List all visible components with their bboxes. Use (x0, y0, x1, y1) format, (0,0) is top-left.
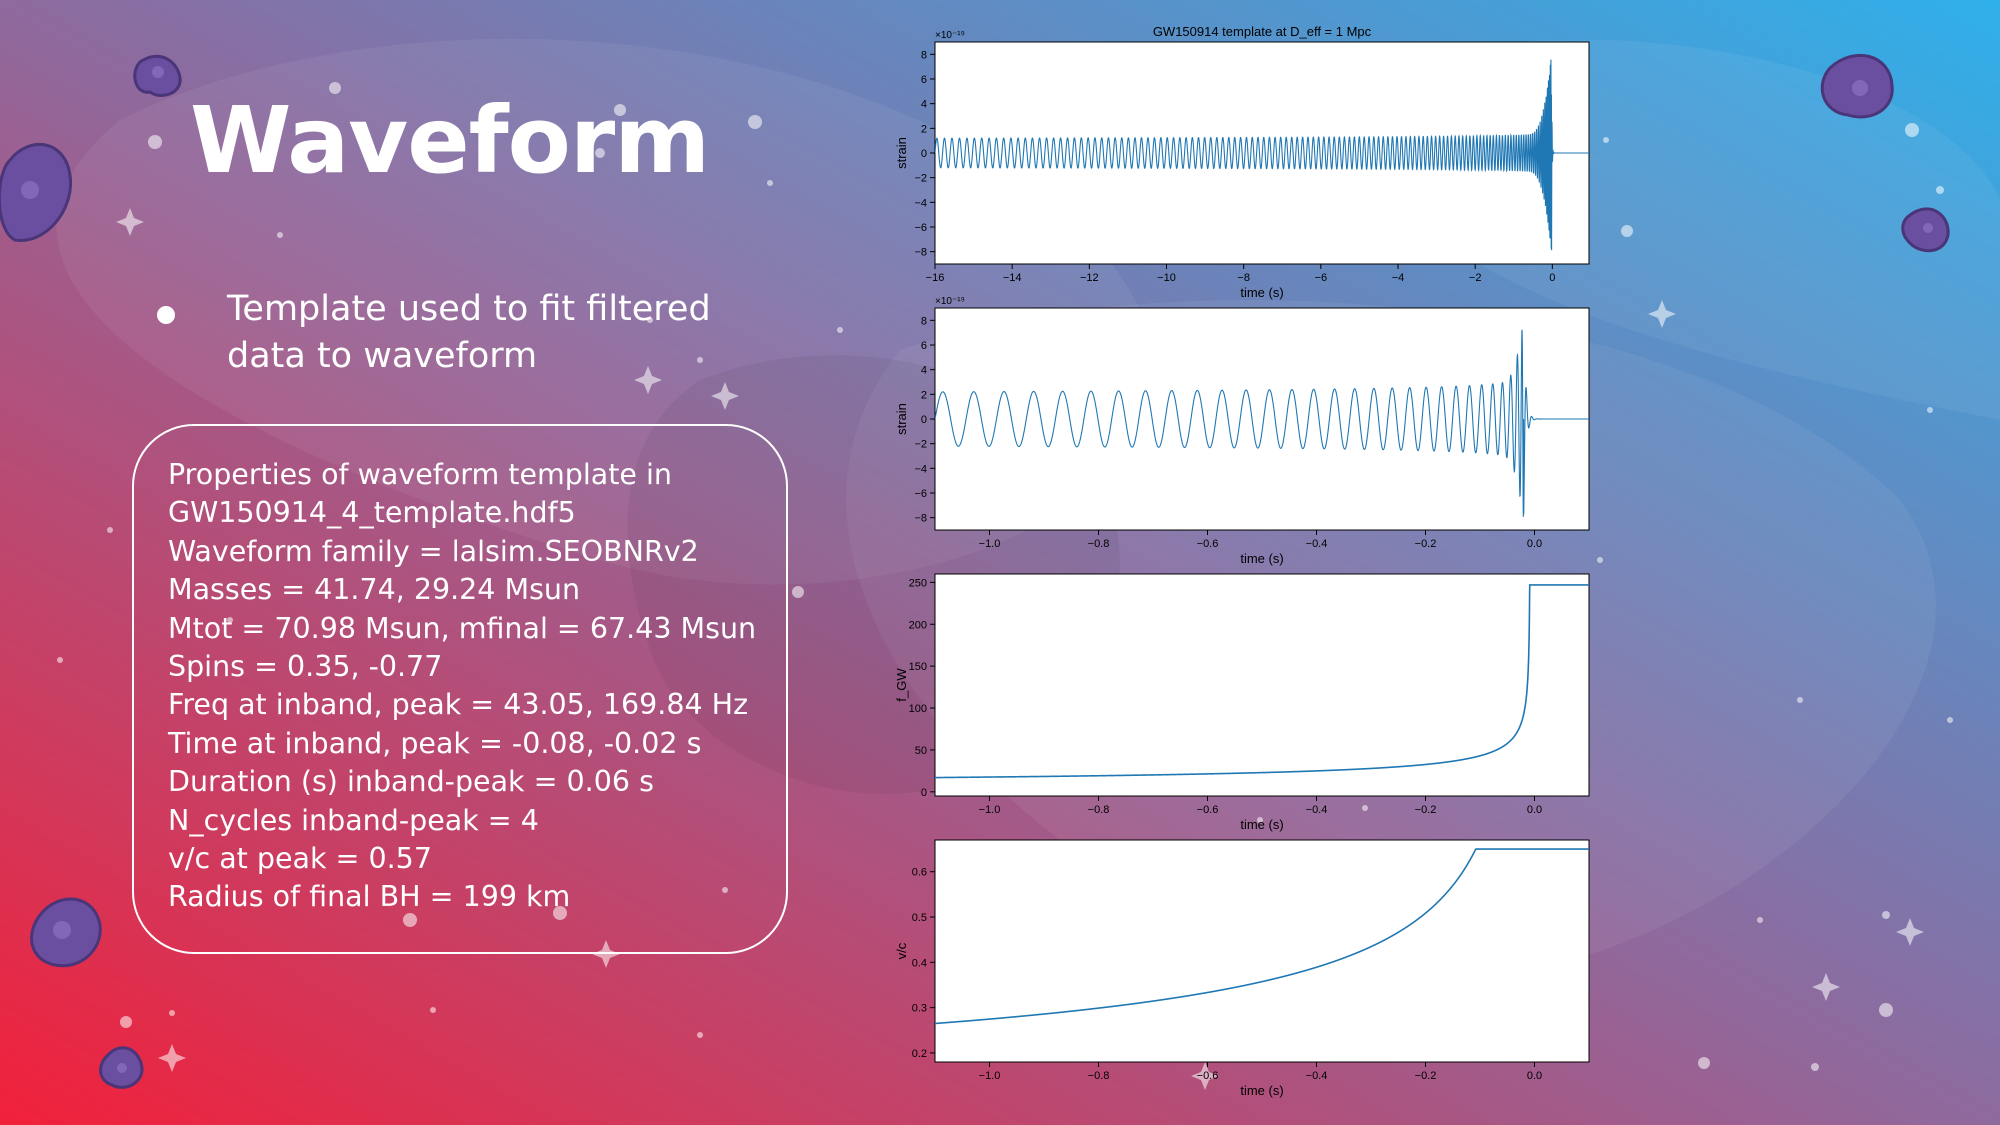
y-tick-label: 6 (921, 340, 927, 352)
property-line: Freq at inband, peak = 43.05, 169.84 Hz (168, 688, 749, 722)
x-tick-label: −0.8 (1088, 804, 1110, 816)
series-line (935, 329, 1589, 517)
y-tick-label: 0.3 (912, 1003, 927, 1015)
x-tick-label: −0.2 (1415, 1070, 1437, 1082)
property-line: Duration (s) inband-peak = 0.06 s (168, 765, 654, 799)
x-tick-label: −0.8 (1088, 1070, 1110, 1082)
property-line: Radius of final BH = 199 km (168, 880, 571, 914)
x-axis-label: time (s) (1240, 1083, 1283, 1098)
asteroid-decorations (0, 53, 1950, 1089)
y-tick-label: 250 (909, 577, 927, 589)
offset-label: ×10⁻¹⁹ (935, 30, 965, 41)
y-axis-label: f_GW (894, 668, 909, 702)
property-line: N_cycles inband-peak = 4 (168, 803, 539, 837)
x-tick-label: −1.0 (979, 538, 1001, 550)
y-tick-label: −8 (914, 247, 927, 259)
property-line: Time at inband, peak = -0.08, -0.02 s (168, 726, 702, 760)
y-tick-label: 2 (921, 389, 927, 401)
y-tick-label: −2 (914, 439, 927, 451)
offset-label: ×10⁻¹⁹ (935, 296, 965, 307)
x-tick-label: 0.0 (1527, 1070, 1542, 1082)
property-line: Waveform family = lalsim.SEOBNRv2 (168, 534, 699, 568)
y-tick-label: 6 (921, 74, 927, 86)
x-tick-label: −0.2 (1415, 804, 1437, 816)
x-tick-label: 0 (1549, 272, 1555, 284)
chart-title: GW150914 template at D_eff = 1 Mpc (1153, 24, 1372, 39)
x-tick-label: 0.0 (1527, 804, 1542, 816)
y-tick-label: −4 (914, 197, 927, 209)
bullet-marker (157, 306, 175, 324)
x-tick-label: −12 (1080, 272, 1099, 284)
x-tick-label: −0.8 (1088, 538, 1110, 550)
chart-panel-2: ×10⁻¹⁹ −1.0 −0.8 −0.6 −0.4 −0.2 0.0 −8 −6 −4 −2 0 2 4… (894, 296, 1590, 566)
x-axis-label: time (s) (1240, 551, 1283, 566)
x-tick-label: −8 (1237, 272, 1250, 284)
x-tick-label: −0.6 (1197, 538, 1219, 550)
property-line: v/c at peak = 0.57 (168, 842, 432, 876)
property-line: Mtot = 70.98 Msun, mfinal = 67.43 Msun (168, 611, 757, 645)
y-tick-label: 0.5 (912, 912, 927, 924)
y-tick-label: 0.6 (912, 867, 927, 879)
plot-area (934, 839, 1590, 1063)
y-tick-label: −8 (914, 513, 927, 525)
y-tick-label: 0.4 (912, 957, 927, 969)
y-tick-label: 8 (921, 49, 927, 61)
y-tick-label: −6 (914, 222, 927, 234)
x-tick-label: −1.0 (979, 804, 1001, 816)
property-line: Masses = 41.74, 29.24 Msun (168, 573, 581, 607)
chart-panel-1: GW150914 template at D_eff = 1 Mpc ×10⁻¹⁹… (894, 24, 1590, 300)
x-tick-label: −0.4 (1306, 1070, 1328, 1082)
bullet-text: Template used to fit filtered data to wa… (227, 289, 711, 376)
plot-area (934, 307, 1590, 531)
x-tick-label: −0.6 (1197, 1070, 1219, 1082)
y-tick-label: 0 (921, 414, 927, 426)
waveform-properties-box: Properties of waveform template in GW150… (132, 424, 788, 954)
y-tick-label: 200 (909, 619, 927, 631)
y-tick-label: 50 (915, 745, 927, 757)
x-tick-label: −0.6 (1197, 804, 1219, 816)
x-tick-label: −1.0 (979, 1070, 1001, 1082)
property-line: Properties of waveform template in (168, 458, 672, 491)
y-tick-label: 8 (921, 315, 927, 327)
y-tick-label: 4 (921, 99, 927, 111)
series-line (935, 584, 1589, 779)
y-tick-label: −2 (914, 173, 927, 185)
y-axis-label: v/c (894, 942, 909, 959)
y-axis-label: strain (894, 137, 909, 169)
waveform-charts-svg: GW150914 template at D_eff = 1 Mpc ×10⁻¹⁹… (894, 24, 1590, 1098)
x-axis-label: time (s) (1240, 817, 1283, 832)
waveform-charts: GW150914 template at D_eff = 1 Mpc ×10⁻¹⁹… (870, 18, 1600, 1113)
property-line: Spins = 0.35, -0.77 (168, 650, 443, 684)
chart-panel-3: −1.0 −0.8 −0.6 −0.4 −0.2 0.0 0 50 100 150 200 250 ti… (894, 573, 1590, 832)
x-tick-label: −0.4 (1306, 538, 1328, 550)
y-axis-label: strain (894, 403, 909, 435)
series-line (935, 59, 1589, 251)
x-tick-label: −10 (1157, 272, 1176, 284)
chart-panel-4: −1.0 −0.8 −0.6 −0.4 −0.2 0.0 0.2 0.3 0.4 0.5 0.6 ti… (894, 839, 1590, 1098)
y-tick-label: 150 (909, 661, 927, 673)
x-tick-label: −0.2 (1415, 538, 1437, 550)
x-tick-label: −0.4 (1306, 804, 1328, 816)
x-tick-label: −6 (1315, 272, 1328, 284)
series-line (935, 848, 1589, 1025)
y-tick-label: −4 (914, 463, 927, 475)
y-tick-label: 0 (921, 787, 927, 799)
y-tick-label: 100 (909, 703, 927, 715)
x-axis-label: time (s) (1240, 285, 1283, 300)
property-line: GW150914_4_template.hdf5 (168, 496, 576, 530)
x-tick-label: −2 (1469, 272, 1482, 284)
bullet-item: Template used to fit filtered data to wa… (152, 286, 752, 380)
plot-area (934, 573, 1590, 797)
y-tick-label: 0 (921, 148, 927, 160)
y-tick-label: 0.2 (912, 1048, 927, 1060)
x-tick-label: −14 (1003, 272, 1022, 284)
x-tick-label: −16 (926, 272, 945, 284)
y-tick-label: −6 (914, 488, 927, 500)
x-tick-label: −4 (1392, 272, 1405, 284)
y-tick-label: 4 (921, 365, 927, 377)
slide-title: Waveform (190, 87, 710, 194)
x-tick-label: 0.0 (1527, 538, 1542, 550)
y-tick-label: 2 (921, 123, 927, 135)
